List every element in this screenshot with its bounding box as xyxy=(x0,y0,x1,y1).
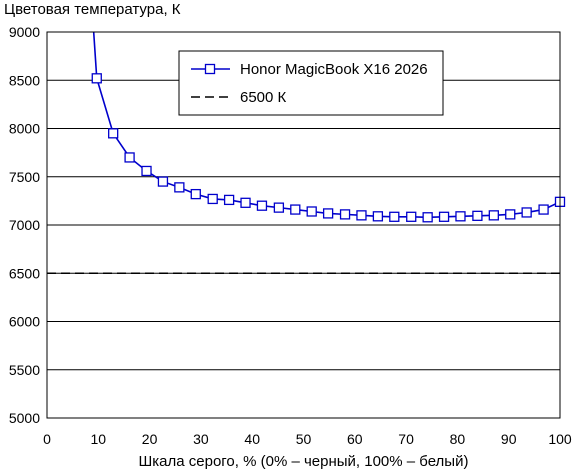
x-axis-label: Шкала серого, % (0% – черный, 100% – бел… xyxy=(139,453,469,469)
data-point-marker xyxy=(488,210,499,221)
data-point-marker xyxy=(322,208,334,219)
data-point-marker xyxy=(472,210,483,221)
data-point-marker xyxy=(141,165,152,177)
x-tick-label: 60 xyxy=(347,431,363,447)
data-point-marker xyxy=(190,188,201,200)
y-tick-label: 7500 xyxy=(9,169,40,185)
y-tick-label: 6500 xyxy=(9,265,40,281)
x-tick-label: 50 xyxy=(296,431,312,447)
x-tick-label: 10 xyxy=(91,431,107,447)
data-point-marker xyxy=(207,193,218,205)
x-tick-label: 100 xyxy=(548,431,572,447)
legend-box xyxy=(178,50,444,116)
x-tick-label: 90 xyxy=(501,431,517,447)
y-axis-label: Цветовая температура, К xyxy=(4,1,181,18)
legend-label-honor: Honor MagicBook X16 2026 xyxy=(240,61,428,78)
data-point-marker xyxy=(438,211,450,222)
data-point-marker xyxy=(108,128,119,139)
data-point-marker xyxy=(356,210,367,221)
x-tick-labels: 0 10 20 30 40 50 60 70 80 90 100 xyxy=(43,431,572,447)
y-tick-label: 8000 xyxy=(9,121,40,137)
data-point-marker xyxy=(406,211,417,222)
legend-label-6500: 6500 К xyxy=(240,89,287,106)
y-tick-label: 5500 xyxy=(9,362,40,378)
y-tick-label: 8500 xyxy=(9,72,40,88)
data-point-marker xyxy=(306,206,317,217)
x-tick-label: 0 xyxy=(43,431,51,447)
data-point-marker xyxy=(339,209,351,220)
data-point-marker xyxy=(538,204,549,215)
data-point-marker xyxy=(91,73,102,84)
grid-lines xyxy=(47,79,560,371)
y-tick-label: 5000 xyxy=(9,410,40,426)
legend-swatch-honor-marker xyxy=(204,63,216,75)
data-point-marker xyxy=(240,197,251,208)
data-point-marker xyxy=(389,211,400,222)
y-tick-label: 7000 xyxy=(9,217,40,233)
data-point-marker xyxy=(290,204,301,215)
data-point-marker xyxy=(124,152,135,163)
x-tick-label: 40 xyxy=(244,431,260,447)
legend: Honor MagicBook X16 2026 6500 К xyxy=(178,50,444,116)
x-tick-label: 70 xyxy=(398,431,414,447)
data-series xyxy=(91,32,566,223)
data-point-marker xyxy=(505,209,516,220)
data-point-marker xyxy=(372,211,384,222)
x-tick-label: 30 xyxy=(193,431,209,447)
data-point-marker xyxy=(223,194,235,206)
y-tick-label: 9000 xyxy=(9,24,40,40)
x-tick-label: 20 xyxy=(142,431,158,447)
x-tick-label: 80 xyxy=(450,431,466,447)
data-point-marker xyxy=(256,200,268,211)
data-point-marker xyxy=(455,211,466,222)
y-tick-labels: 5000 5500 6000 6500 7000 7500 8000 8500 9000 xyxy=(9,24,40,426)
data-point-marker xyxy=(157,176,169,187)
y-tick-label: 6000 xyxy=(9,314,40,330)
data-point-marker xyxy=(273,202,285,213)
plot-area-frame xyxy=(46,31,561,419)
data-point-marker xyxy=(174,182,185,193)
data-point-marker xyxy=(422,212,433,223)
data-point-marker xyxy=(521,207,532,218)
